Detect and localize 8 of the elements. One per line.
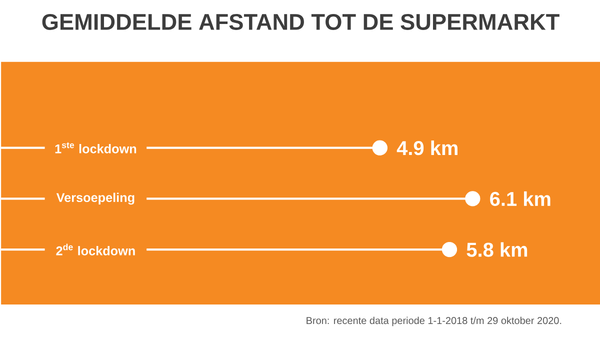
data-label: 4.9 km: [396, 140, 458, 155]
data-label: 5.8 km: [466, 242, 528, 257]
y-tick-label: Versoepeling: [56, 192, 134, 204]
text: Bron: recente data periode 1-1-2018 t/m 29 oktober 2020.: [306, 316, 562, 326]
data-label: 6.1 km: [490, 191, 550, 206]
chart-title: GEMIDDELDE AFSTAND TOT DE SUPERMARKT: [42, 14, 560, 30]
y-tick-label: 2$^{de}$ lockdown: [56, 244, 135, 256]
y-tick-label: 1$^{ste}$ lockdown: [55, 142, 136, 154]
